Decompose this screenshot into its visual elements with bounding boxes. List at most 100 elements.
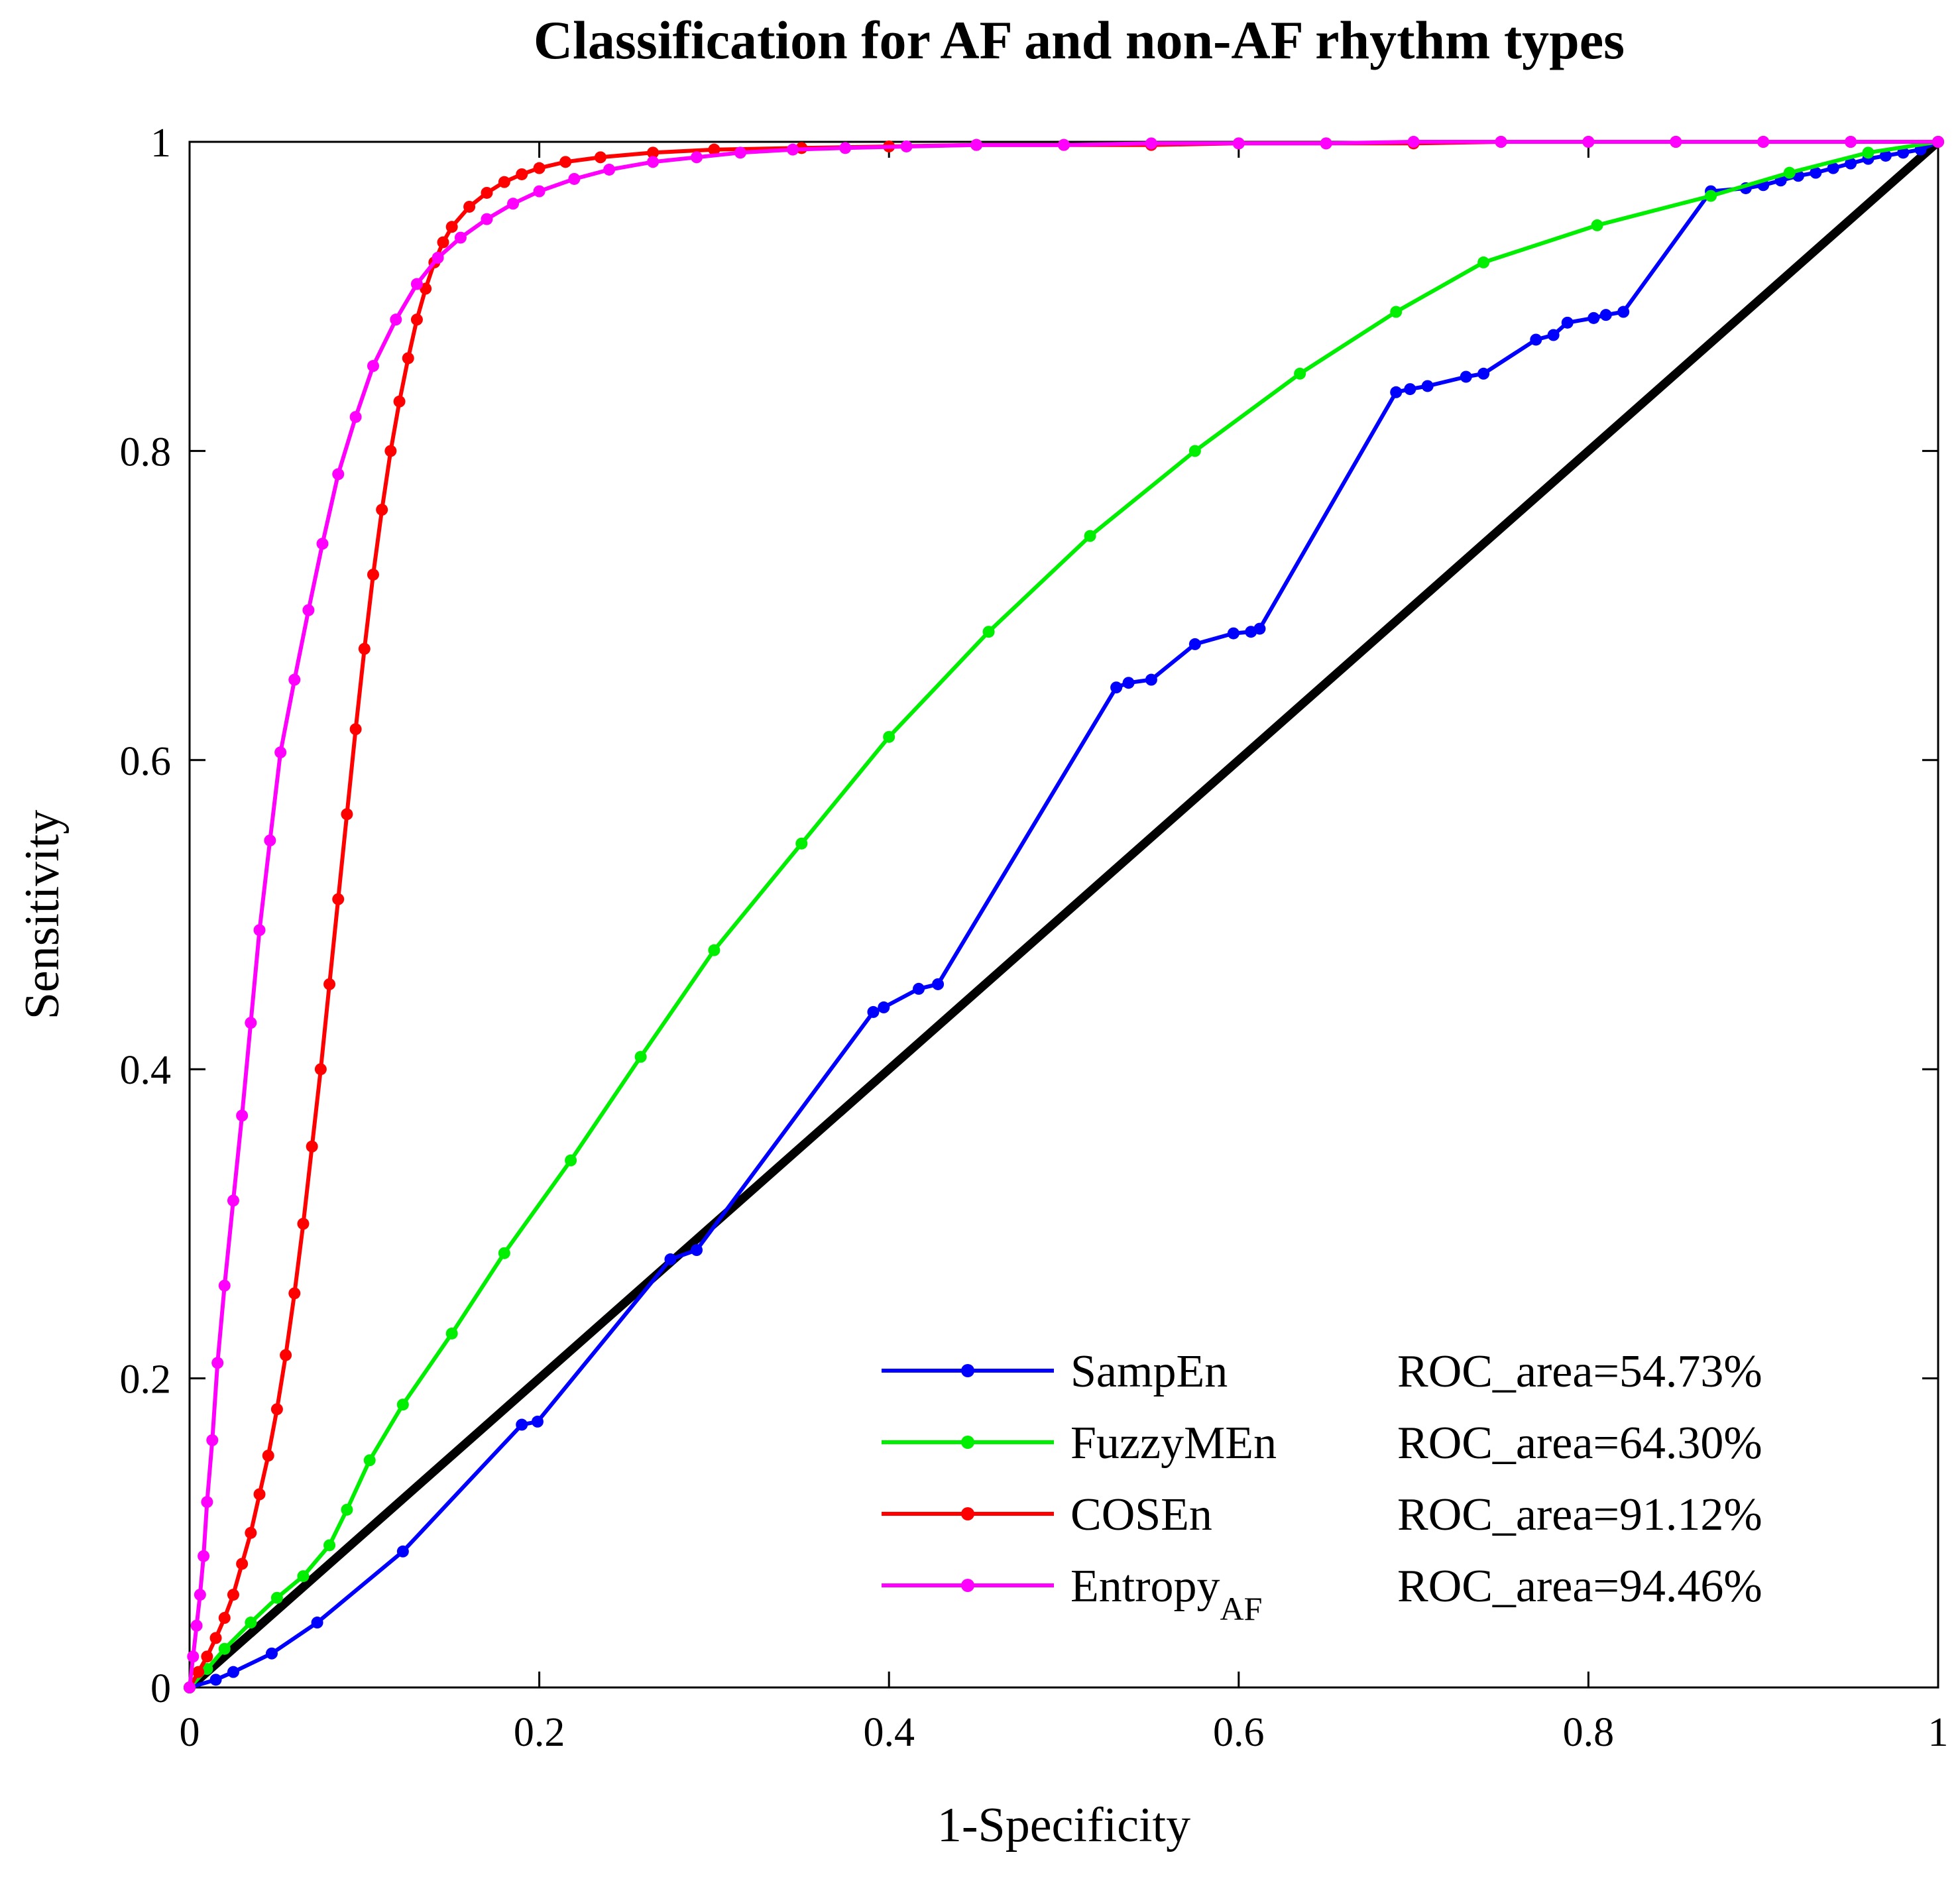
data-point-cosen [288, 1287, 301, 1300]
data-point-fuzzymen [445, 1327, 458, 1340]
data-point-entropy-af [1845, 136, 1857, 148]
data-point-entropy-af [1582, 136, 1595, 148]
data-point-fuzzymen [883, 730, 895, 743]
data-point-fuzzymen [565, 1154, 577, 1167]
data-point-entropy-af [1670, 136, 1682, 148]
data-point-cosen [306, 1140, 318, 1153]
legend-series-subscript: AF [1220, 1590, 1263, 1627]
x-tick-label: 0 [180, 1710, 200, 1755]
data-point-fuzzymen [1862, 146, 1874, 159]
data-point-entropy-af [206, 1434, 219, 1446]
data-point-sampen [878, 1001, 890, 1013]
data-point-sampen [1845, 157, 1857, 170]
data-point-entropy-af [839, 142, 852, 154]
legend-series-name: SampEn [1070, 1346, 1228, 1397]
data-point-fuzzymen [1084, 530, 1096, 542]
data-point-entropy-af [1932, 136, 1944, 148]
data-point-entropy-af [1058, 139, 1070, 151]
data-point-entropy-af [787, 143, 799, 156]
data-point-fuzzymen [982, 626, 995, 638]
data-point-cosen [445, 221, 458, 233]
legend-series-name: Entropy [1070, 1561, 1220, 1612]
data-point-fuzzymen [1591, 219, 1603, 231]
data-point-entropy-af [190, 1619, 203, 1632]
data-point-sampen [1227, 627, 1239, 640]
legend-auc-entropy-af: ROC_area=94.46% [1397, 1561, 1762, 1612]
data-point-cosen [647, 146, 660, 159]
series-line-fuzzymen [188, 140, 1939, 1689]
data-point-cosen [594, 151, 606, 164]
y-tick-label: 0 [150, 1666, 171, 1711]
y-tick-label: 0.2 [120, 1357, 172, 1402]
data-point-fuzzymen [297, 1570, 310, 1583]
y-axis-label: Sensitivity [15, 810, 70, 1020]
legend-label-cosen: COSEn [1070, 1489, 1212, 1540]
data-point-fuzzymen [1188, 445, 1201, 457]
data-point-cosen [708, 143, 721, 156]
data-point-fuzzymen [1390, 306, 1403, 318]
legend-label-entropy-af: EntropyAF [1070, 1561, 1262, 1627]
legend-swatch-marker-sampen [961, 1364, 974, 1377]
data-point-fuzzymen [323, 1539, 336, 1552]
data-point-sampen [1547, 329, 1560, 341]
data-point-cosen [393, 395, 406, 408]
data-point-sampen [691, 1244, 703, 1257]
data-point-entropy-af [1495, 136, 1507, 148]
x-axis-label: 1-Specificity [937, 1798, 1190, 1852]
data-point-fuzzymen [708, 944, 721, 956]
data-point-entropy-af [603, 163, 616, 176]
data-point-sampen [265, 1647, 278, 1660]
legend-swatch-marker-cosen [961, 1507, 974, 1520]
data-point-entropy-af [302, 604, 315, 616]
legend-auc-fuzzymen: ROC_area=64.30% [1397, 1418, 1762, 1469]
data-point-entropy-af [691, 151, 703, 164]
data-point-entropy-af [1757, 136, 1770, 148]
data-point-cosen [209, 1632, 222, 1644]
data-point-cosen [297, 1218, 310, 1230]
data-point-cosen [463, 200, 476, 213]
data-point-sampen [664, 1253, 677, 1266]
data-point-sampen [1188, 638, 1201, 650]
data-point-entropy-af [568, 172, 581, 185]
data-point-cosen [402, 352, 414, 365]
data-point-cosen [358, 642, 371, 655]
y-tick-label: 0.6 [120, 739, 172, 784]
data-point-cosen [410, 314, 423, 326]
data-point-cosen [384, 445, 397, 457]
reference-diagonal-layer [185, 137, 1943, 1692]
data-point-entropy-af [900, 140, 913, 152]
legend-auc-sampen: ROC_area=54.73% [1397, 1346, 1762, 1397]
y-tick-label: 0.8 [120, 429, 172, 475]
data-point-cosen [332, 893, 345, 905]
legend: SampEn ROC_area=54.73% FuzzyMEn ROC_area=64… [882, 1346, 1762, 1627]
data-point-sampen [1530, 333, 1542, 346]
data-point-entropy-af [390, 314, 402, 326]
data-point-cosen [498, 176, 510, 188]
legend-series-name: COSEn [1070, 1489, 1212, 1540]
data-point-entropy-af [454, 231, 467, 244]
data-point-sampen [1145, 673, 1157, 686]
data-point-cosen [349, 723, 362, 736]
data-point-cosen [516, 168, 528, 180]
data-point-entropy-af [194, 1589, 206, 1601]
data-point-entropy-af [332, 468, 345, 481]
data-point-cosen [559, 156, 572, 168]
data-point-entropy-af [1320, 137, 1332, 150]
data-point-entropy-af [507, 198, 520, 210]
y-tick-label: 0.4 [120, 1048, 172, 1093]
series-line-entropy-af [188, 140, 1938, 1688]
data-point-cosen [192, 1666, 205, 1678]
data-point-sampen [867, 1005, 880, 1018]
data-point-cosen [437, 236, 449, 249]
data-point-sampen [1587, 312, 1600, 324]
data-point-sampen [1110, 681, 1123, 694]
data-point-sampen [1599, 309, 1612, 321]
data-point-sampen [1561, 316, 1574, 329]
data-point-sampen [1879, 149, 1892, 162]
data-point-sampen [932, 978, 945, 990]
data-point-entropy-af [349, 411, 362, 424]
data-point-sampen [1460, 370, 1472, 383]
data-point-sampen [1404, 383, 1416, 396]
